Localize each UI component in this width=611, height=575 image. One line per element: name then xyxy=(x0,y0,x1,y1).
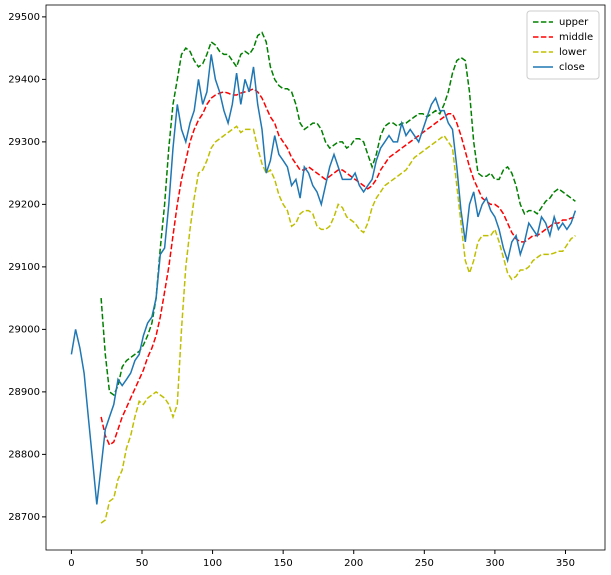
line-0 xyxy=(100,31,576,397)
legend-label: middle xyxy=(559,32,593,43)
legend-label: lower xyxy=(559,47,587,58)
plot-frame xyxy=(45,4,606,551)
x-tick-label: 150 xyxy=(274,558,293,569)
y-tick-label: 28700 xyxy=(8,512,40,523)
legend-label: close xyxy=(559,62,585,73)
legend: upper middle lower close xyxy=(526,10,600,80)
y-tick-label: 29300 xyxy=(8,137,40,148)
x-tick-label: 300 xyxy=(485,558,504,569)
y-tick-label: 29000 xyxy=(8,324,40,335)
x-tick-label: 350 xyxy=(556,558,575,569)
x-tick-label: 200 xyxy=(344,558,363,569)
x-tick-label: 0 xyxy=(68,558,74,569)
line-1 xyxy=(100,87,576,447)
x-tick-label: 250 xyxy=(415,558,434,569)
y-tick-label: 29500 xyxy=(8,12,40,23)
legend-box xyxy=(526,10,600,80)
line-2 xyxy=(100,125,576,524)
x-tick-label: 100 xyxy=(203,558,222,569)
y-tick-label: 29100 xyxy=(8,262,40,273)
x-tick-label: 50 xyxy=(136,558,149,569)
legend-label: upper xyxy=(559,17,589,28)
y-tick-label: 28900 xyxy=(8,387,40,398)
y-tick-label: 28800 xyxy=(8,449,40,460)
y-tick-label: 29200 xyxy=(8,199,40,210)
line-3 xyxy=(70,54,577,505)
y-tick-label: 29400 xyxy=(8,74,40,85)
